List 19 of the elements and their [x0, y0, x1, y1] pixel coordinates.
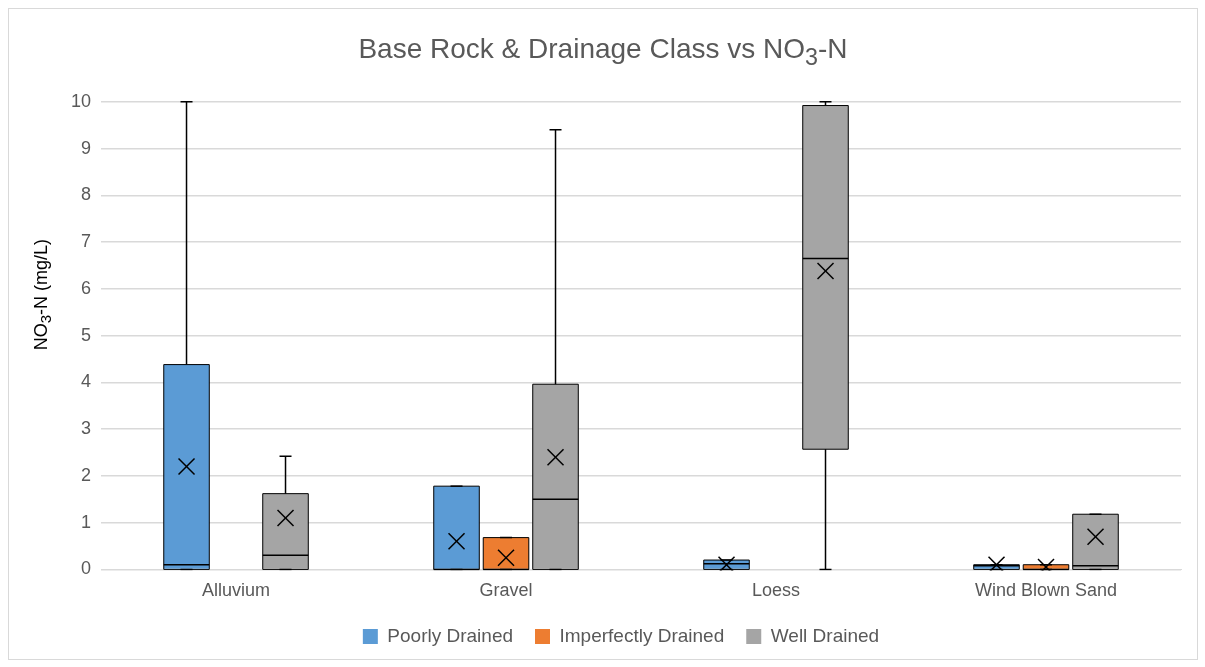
y-tick-label: 9: [81, 137, 92, 158]
legend-label: Poorly Drained: [387, 624, 514, 646]
y-tick-label: 10: [70, 90, 92, 111]
y-tick-label: 2: [81, 464, 92, 485]
legend-label: Imperfectly Drained: [559, 624, 725, 646]
y-tick-label: 0: [81, 558, 92, 579]
y-tick-label: 3: [81, 418, 92, 439]
y-tick-label: 6: [81, 277, 92, 298]
y-tick-label: 1: [81, 511, 92, 532]
chart-title: Base Rock & Drainage Class vs NO$_{3}$-N: [357, 33, 849, 71]
x-tick-label: Alluvium: [202, 580, 271, 601]
legend-label: Well Drained: [770, 624, 880, 646]
y-tick-label: 8: [81, 184, 92, 205]
y-tick-label: 5: [81, 324, 92, 345]
y-tick-label: 4: [81, 371, 92, 392]
x-tick-label: Gravel: [479, 580, 533, 601]
y-tick-label: 7: [81, 231, 92, 252]
x-tick-label: Wind Blown Sand: [974, 580, 1118, 601]
x-tick-label: Loess: [751, 580, 801, 601]
